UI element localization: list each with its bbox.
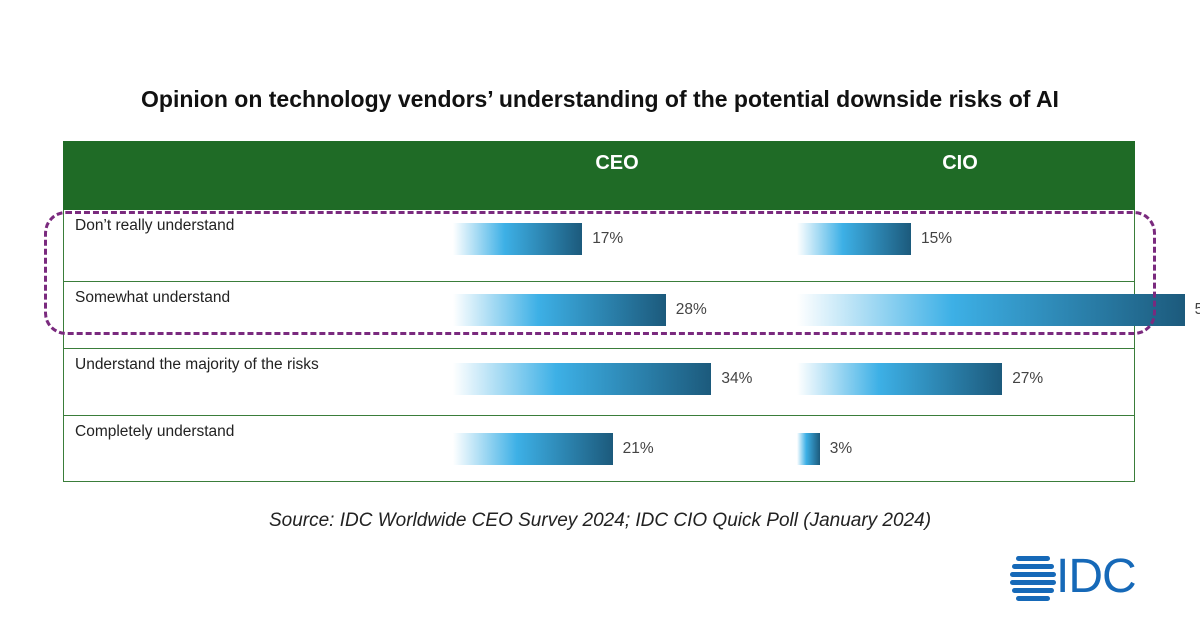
column-header-cio: CIO — [942, 152, 978, 174]
column-header-ceo: CEO — [595, 152, 639, 174]
category-label-somewhat-understand: Somewhat understand — [75, 289, 231, 306]
bar-ceo-0 — [453, 223, 583, 255]
idc-logo-text: IDC — [1056, 550, 1137, 603]
row-divider — [63, 348, 1135, 349]
source-note: Source: IDC Worldwide CEO Survey 2024; I… — [268, 510, 932, 531]
idc-logo — [1010, 553, 1168, 605]
data-label-ceo-0: 17% — [592, 230, 624, 247]
chart-title: Opinion on technology vendors’ understan… — [141, 86, 1059, 112]
highlight-dashed-outline — [44, 211, 1156, 335]
data-label-cio-1: 51% — [1194, 301, 1200, 318]
data-label-ceo-1: 28% — [675, 301, 707, 318]
globe-icon — [1010, 556, 1056, 601]
bar-ceo-1 — [453, 294, 666, 326]
data-label-ceo-3: 21% — [622, 440, 654, 457]
data-label-cio-0: 15% — [921, 230, 953, 247]
bar-cio-2 — [797, 363, 1003, 395]
table-header — [63, 141, 1135, 210]
bar-cio-1 — [797, 294, 1185, 326]
bar-ceo-2 — [453, 363, 712, 395]
data-label-cio-2: 27% — [1012, 370, 1044, 387]
row-divider — [63, 415, 1135, 416]
category-label-majority-of-risks: Understand the majority of the risks — [75, 356, 319, 373]
category-label-dont-really-understand: Don’t really understand — [75, 217, 235, 234]
bar-ceo-3 — [453, 433, 613, 465]
bar-cio-3 — [797, 433, 820, 465]
category-label-completely-understand: Completely understand — [75, 423, 235, 440]
data-label-ceo-2: 34% — [721, 370, 753, 387]
data-label-cio-3: 3% — [829, 440, 853, 457]
row-divider — [63, 281, 1135, 282]
bar-cio-0 — [797, 223, 911, 255]
